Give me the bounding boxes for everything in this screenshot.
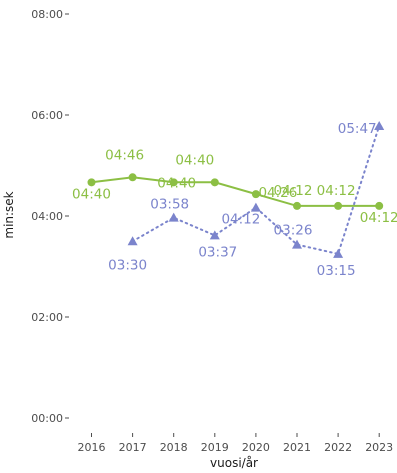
y-tick-label: 06:00	[31, 109, 63, 122]
x-tick-label: 2018	[160, 441, 188, 454]
y-tick-label: 04:00	[31, 210, 63, 223]
y-tick-label: 00:00	[31, 412, 63, 425]
data-point	[128, 173, 137, 182]
x-tick-label: 2020	[242, 441, 270, 454]
data-point	[293, 201, 301, 210]
x-tick-label: 2017	[119, 441, 147, 454]
x-tick-label: 2023	[365, 441, 393, 454]
data-label: 04:12	[221, 212, 260, 228]
data-point	[250, 202, 261, 212]
data-point	[209, 230, 220, 240]
series-layer	[87, 120, 385, 258]
data-point	[374, 120, 385, 130]
data-point	[210, 178, 219, 187]
x-tick-label: 2021	[283, 441, 311, 454]
x-tick-label: 2022	[324, 441, 352, 454]
data-point	[127, 236, 138, 246]
data-label: 03:30	[108, 257, 147, 273]
data-label: 04:26	[258, 185, 297, 201]
data-point	[251, 190, 260, 199]
data-label: 04:46	[105, 147, 144, 163]
data-point	[333, 248, 344, 258]
data-label: 04:40	[175, 152, 214, 168]
y-tick-label: 02:00	[31, 311, 63, 324]
data-point	[375, 201, 384, 210]
data-point	[334, 201, 343, 210]
series-line-1	[91, 176, 380, 207]
data-label: 04:40	[157, 175, 196, 191]
data-label: 03:58	[150, 197, 189, 213]
data-label: 04:12	[360, 210, 397, 226]
data-label: 04:12	[274, 183, 313, 199]
y-tick-label: 08:00	[31, 8, 63, 21]
data-point	[168, 212, 179, 222]
y-axis-title: min:sek	[2, 191, 16, 238]
data-point	[292, 239, 302, 249]
data-label: 04:12	[317, 183, 356, 199]
data-label: 03:37	[198, 244, 237, 260]
data-point	[87, 178, 96, 187]
data-label: 03:15	[317, 263, 356, 279]
data-point	[169, 178, 178, 187]
x-axis: 2016 2017 2018 2019 2020 2021 2022 2023	[78, 433, 393, 454]
data-label: 04:40	[72, 186, 111, 202]
x-axis-title: vuosi/år	[210, 456, 258, 470]
x-tick-label: 2016	[78, 441, 106, 454]
data-label: 03:26	[274, 223, 313, 239]
data-label: 05:47	[338, 121, 377, 137]
y-axis: 00:00 02:00 04:00 06:00 08:00	[31, 8, 69, 425]
x-tick-label: 2019	[201, 441, 229, 454]
